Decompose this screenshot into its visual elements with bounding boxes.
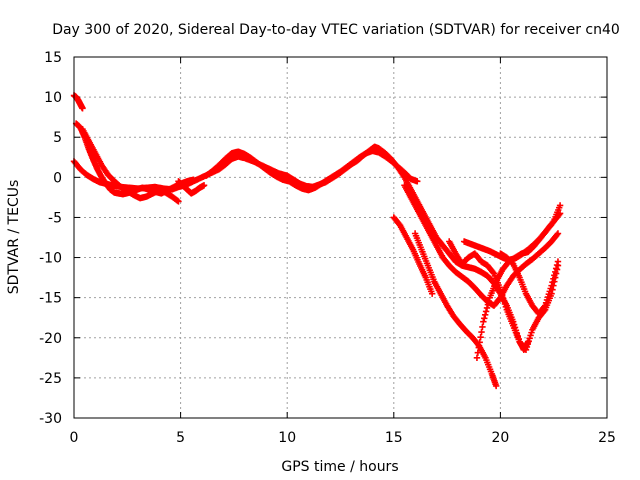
data-point: [474, 349, 482, 356]
data-point: [552, 265, 560, 272]
series-track-l: [473, 202, 564, 362]
chart-title: Day 300 of 2020, Sidereal Day-to-day VTE…: [52, 22, 620, 38]
x-tick-label: 0: [70, 430, 79, 446]
series-track-e: [175, 178, 208, 197]
series-track-b: [70, 143, 532, 354]
data-point: [475, 344, 482, 351]
data-point: [492, 382, 500, 390]
data-point: [428, 290, 436, 297]
y-tick-label: -10: [39, 251, 62, 267]
y-tick-label: -5: [48, 210, 62, 226]
data-point: [554, 230, 562, 237]
data-point: [551, 272, 558, 279]
data-point: [481, 311, 489, 319]
data-point: [485, 297, 493, 305]
data-point: [79, 105, 86, 112]
data-point: [553, 261, 561, 269]
x-tick-label: 25: [598, 430, 616, 446]
x-tick-label: 5: [176, 430, 185, 446]
series-track-h: [401, 182, 562, 309]
x-tick-label: 20: [491, 430, 509, 446]
data-point: [478, 328, 485, 336]
data-point: [482, 308, 490, 315]
x-tick-label: 10: [278, 430, 296, 446]
data-series: [70, 92, 564, 390]
data-point: [541, 303, 548, 311]
y-tick-label: 5: [53, 130, 62, 146]
series-track-d: [79, 126, 182, 205]
series-track-a: [70, 92, 86, 112]
y-tick-label: -25: [39, 371, 62, 387]
data-point: [480, 318, 487, 325]
data-point: [549, 219, 556, 226]
y-tick-label: 10: [44, 90, 62, 106]
x-tick-label: 15: [385, 430, 403, 446]
series-track-m: [497, 250, 562, 317]
data-point: [473, 354, 481, 362]
data-point: [481, 315, 488, 322]
data-point: [479, 323, 486, 331]
y-tick-label: 0: [53, 170, 62, 186]
data-point: [476, 339, 483, 346]
data-point: [554, 258, 562, 265]
y-tick-label: -20: [39, 331, 62, 347]
data-point: [200, 182, 208, 189]
y-tick-label: -30: [39, 411, 62, 427]
data-point: [556, 202, 564, 209]
series-track-g: [390, 214, 436, 297]
series-track-i: [411, 230, 500, 390]
data-point: [550, 275, 557, 282]
data-point: [553, 231, 561, 238]
grid: [74, 57, 607, 418]
data-point: [414, 178, 421, 185]
data-point: [549, 278, 556, 286]
y-tick-label: -15: [39, 291, 62, 307]
series-track-f: [202, 147, 421, 194]
data-point: [548, 282, 555, 289]
y-axis-label: SDTVAR / TECUs: [6, 180, 22, 295]
data-point: [484, 301, 492, 308]
data-point: [552, 268, 559, 276]
data-point: [190, 176, 197, 183]
plot-frame: [73, 56, 608, 419]
x-axis-label: GPS time / hours: [281, 459, 398, 475]
data-point: [483, 304, 491, 312]
data-point: [175, 198, 182, 205]
data-point: [477, 334, 484, 341]
y-tick-label: 15: [44, 50, 62, 66]
data-point: [489, 269, 497, 276]
